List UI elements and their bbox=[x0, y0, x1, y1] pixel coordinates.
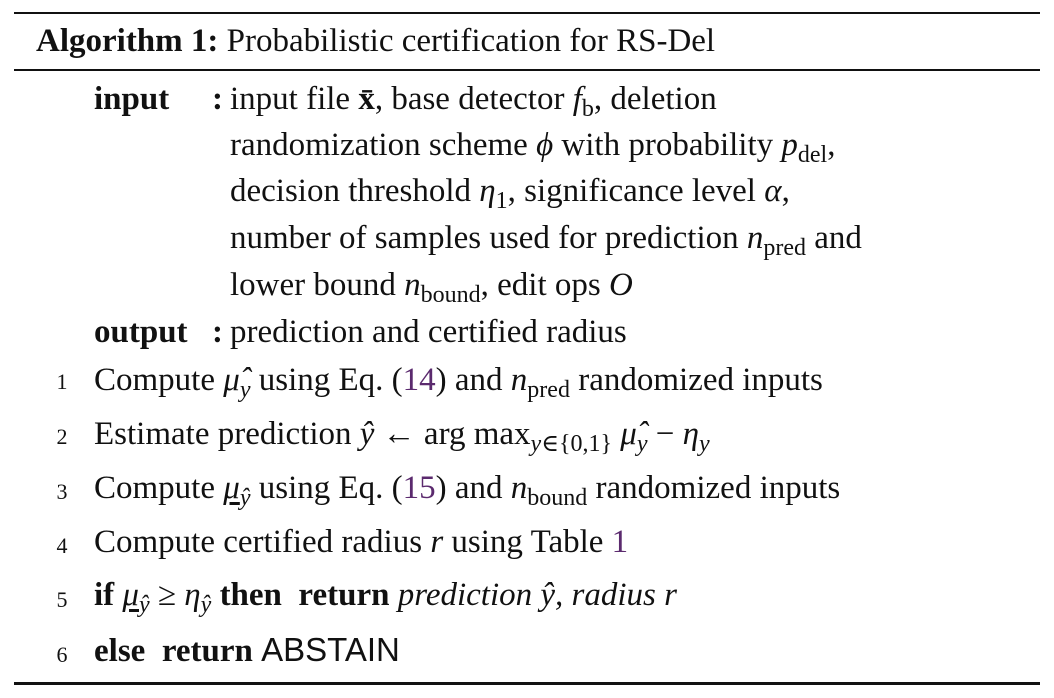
abstain-text: ABSTAIN bbox=[261, 631, 400, 668]
algorithm-title: Probabilistic certification for RS-Del bbox=[226, 23, 716, 59]
table-1-link[interactable]: 1 bbox=[611, 524, 629, 560]
input-line-4: number of samples used for prediction np… bbox=[230, 220, 862, 261]
step-4: Compute certified radius r using Table 1 bbox=[94, 524, 629, 560]
step-2: Estimate prediction ŷ ← arg maxy∈{0,1} μ… bbox=[94, 416, 710, 457]
line-number: 2 bbox=[56, 424, 68, 449]
top-rule bbox=[14, 12, 1040, 14]
line-number: 1 bbox=[56, 369, 68, 394]
line-number: 6 bbox=[56, 642, 68, 667]
algorithm-caption: Algorithm 1: Probabilistic certification… bbox=[36, 17, 715, 65]
line-number: 5 bbox=[56, 587, 68, 612]
output-colon: : bbox=[212, 314, 223, 350]
step-1: Compute μ̂y using Eq. (14) and npred ran… bbox=[94, 362, 823, 403]
input-line-3: decision threshold η1, significance leve… bbox=[230, 173, 790, 214]
output-label: output bbox=[94, 314, 188, 350]
input-label: input bbox=[94, 81, 170, 117]
line-number: 3 bbox=[56, 479, 68, 504]
eq-15-link[interactable]: 15 bbox=[402, 470, 436, 506]
output-text: prediction and certified radius bbox=[230, 314, 627, 350]
line-number: 4 bbox=[56, 533, 68, 558]
step-5: if μŷ ≥ ηŷ then return prediction ŷ, rad… bbox=[94, 577, 677, 618]
step-6: else return ABSTAIN bbox=[94, 631, 400, 669]
eq-14-link[interactable]: 14 bbox=[402, 362, 436, 398]
input-colon: : bbox=[212, 81, 223, 117]
input-line-2: randomization scheme ϕ with probability … bbox=[230, 127, 836, 168]
bottom-rule bbox=[14, 682, 1040, 685]
input-line-1: input file x̄, base detector fb, deletio… bbox=[230, 81, 717, 122]
algorithm-label: Algorithm 1: bbox=[36, 23, 219, 59]
input-line-5: lower bound nbound, edit ops O bbox=[230, 267, 633, 308]
caption-rule bbox=[14, 69, 1040, 71]
step-3: Compute μŷ using Eq. (15) and nbound ran… bbox=[94, 470, 841, 511]
